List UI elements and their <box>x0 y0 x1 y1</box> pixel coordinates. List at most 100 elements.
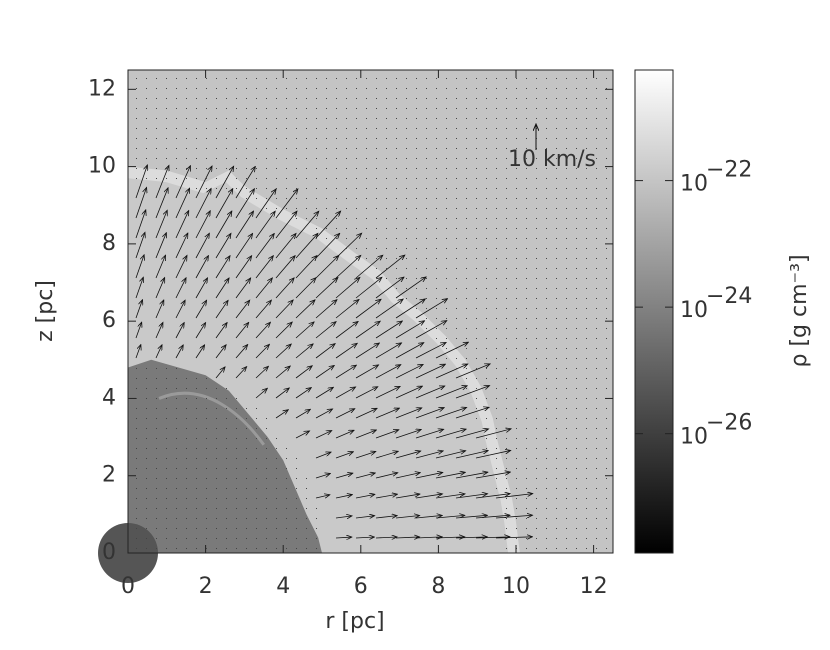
grid-dot <box>586 428 587 429</box>
velocity-arrow <box>175 300 185 319</box>
grid-dot <box>206 168 207 169</box>
grid-dot <box>236 438 237 439</box>
velocity-arrow <box>335 277 360 299</box>
velocity-arrow <box>375 277 404 299</box>
grid-dot <box>466 178 467 179</box>
grid-dot <box>586 508 587 509</box>
grid-dot <box>586 548 587 549</box>
grid-dot <box>416 158 417 159</box>
grid-dot <box>476 328 477 329</box>
grid-dot <box>156 518 157 519</box>
grid-dot <box>186 148 187 149</box>
grid-dot <box>506 468 507 469</box>
grid-dot <box>306 518 307 519</box>
grid-dot <box>156 388 157 389</box>
grid-dot <box>546 218 547 219</box>
grid-dot <box>446 238 447 239</box>
grid-dot <box>596 248 597 249</box>
grid-dot <box>396 218 397 219</box>
grid-dot <box>496 468 497 469</box>
grid-dot <box>146 138 147 139</box>
grid-dot <box>386 98 387 99</box>
grid-dot <box>286 128 287 129</box>
grid-dot <box>216 118 217 119</box>
grid-dot <box>246 508 247 509</box>
grid-dot <box>446 358 447 359</box>
grid-dot <box>556 248 557 249</box>
grid-dot <box>156 178 157 179</box>
grid-dot <box>226 448 227 449</box>
grid-dot <box>526 278 527 279</box>
grid-dot <box>566 478 567 479</box>
grid-dot <box>466 108 467 109</box>
grid-dot <box>526 458 527 459</box>
velocity-arrow <box>275 300 293 319</box>
grid-dot <box>286 168 287 169</box>
grid-dot <box>366 228 367 229</box>
grid-dot <box>416 78 417 79</box>
grid-dot <box>266 168 267 169</box>
grid-dot <box>536 258 537 259</box>
grid-dot <box>146 408 147 409</box>
grid-dot <box>516 488 517 489</box>
grid-dot <box>496 318 497 319</box>
grid-dot <box>606 498 607 499</box>
grid-dot <box>446 268 447 269</box>
grid-dot <box>386 248 387 249</box>
grid-dot <box>506 438 507 439</box>
grid-dot <box>446 338 447 339</box>
grid-dot <box>606 138 607 139</box>
grid-dot <box>256 458 257 459</box>
grid-dot <box>396 178 397 179</box>
velocity-arrow <box>435 364 468 379</box>
grid-dot <box>556 508 557 509</box>
grid-dot <box>216 538 217 539</box>
grid-dot <box>216 478 217 479</box>
grid-dot <box>176 108 177 109</box>
grid-dot <box>326 238 327 239</box>
velocity-arrow <box>295 233 318 259</box>
grid-dot <box>156 158 157 159</box>
grid-dot <box>306 178 307 179</box>
grid-dot <box>196 548 197 549</box>
grid-dot <box>426 158 427 159</box>
grid-dot <box>276 498 277 499</box>
grid-dot <box>206 478 207 479</box>
grid-dot <box>266 428 267 429</box>
grid-dot <box>566 88 567 89</box>
velocity-arrow <box>435 515 465 519</box>
grid-dot <box>236 98 237 99</box>
grid-dot <box>266 478 267 479</box>
grid-dot <box>256 448 257 449</box>
grid-dot <box>296 158 297 159</box>
grid-dot <box>166 118 167 119</box>
grid-dot <box>476 288 477 289</box>
grid-dot <box>426 148 427 149</box>
grid-dot <box>256 418 257 419</box>
grid-dot <box>596 438 597 439</box>
grid-dot <box>296 538 297 539</box>
velocity-arrow <box>255 256 273 279</box>
grid-dot <box>256 88 257 89</box>
grid-dot <box>526 468 527 469</box>
grid-dot <box>596 308 597 309</box>
grid-dot <box>596 388 597 389</box>
grid-dot <box>546 228 547 229</box>
grid-dot <box>496 238 497 239</box>
grid-dot <box>396 268 397 269</box>
grid-dot <box>226 158 227 159</box>
grid-dot <box>406 218 407 219</box>
grid-dot <box>506 478 507 479</box>
grid-dot <box>576 288 577 289</box>
velocity-arrow <box>295 322 314 339</box>
grid-dot <box>196 188 197 189</box>
velocity-arrow <box>255 233 274 259</box>
grid-dot <box>366 248 367 249</box>
grid-dot <box>356 118 357 119</box>
grid-dot <box>416 128 417 129</box>
grid-dot <box>446 248 447 249</box>
grid-dot <box>146 428 147 429</box>
grid-dot <box>526 448 527 449</box>
grid-dot <box>346 78 347 79</box>
